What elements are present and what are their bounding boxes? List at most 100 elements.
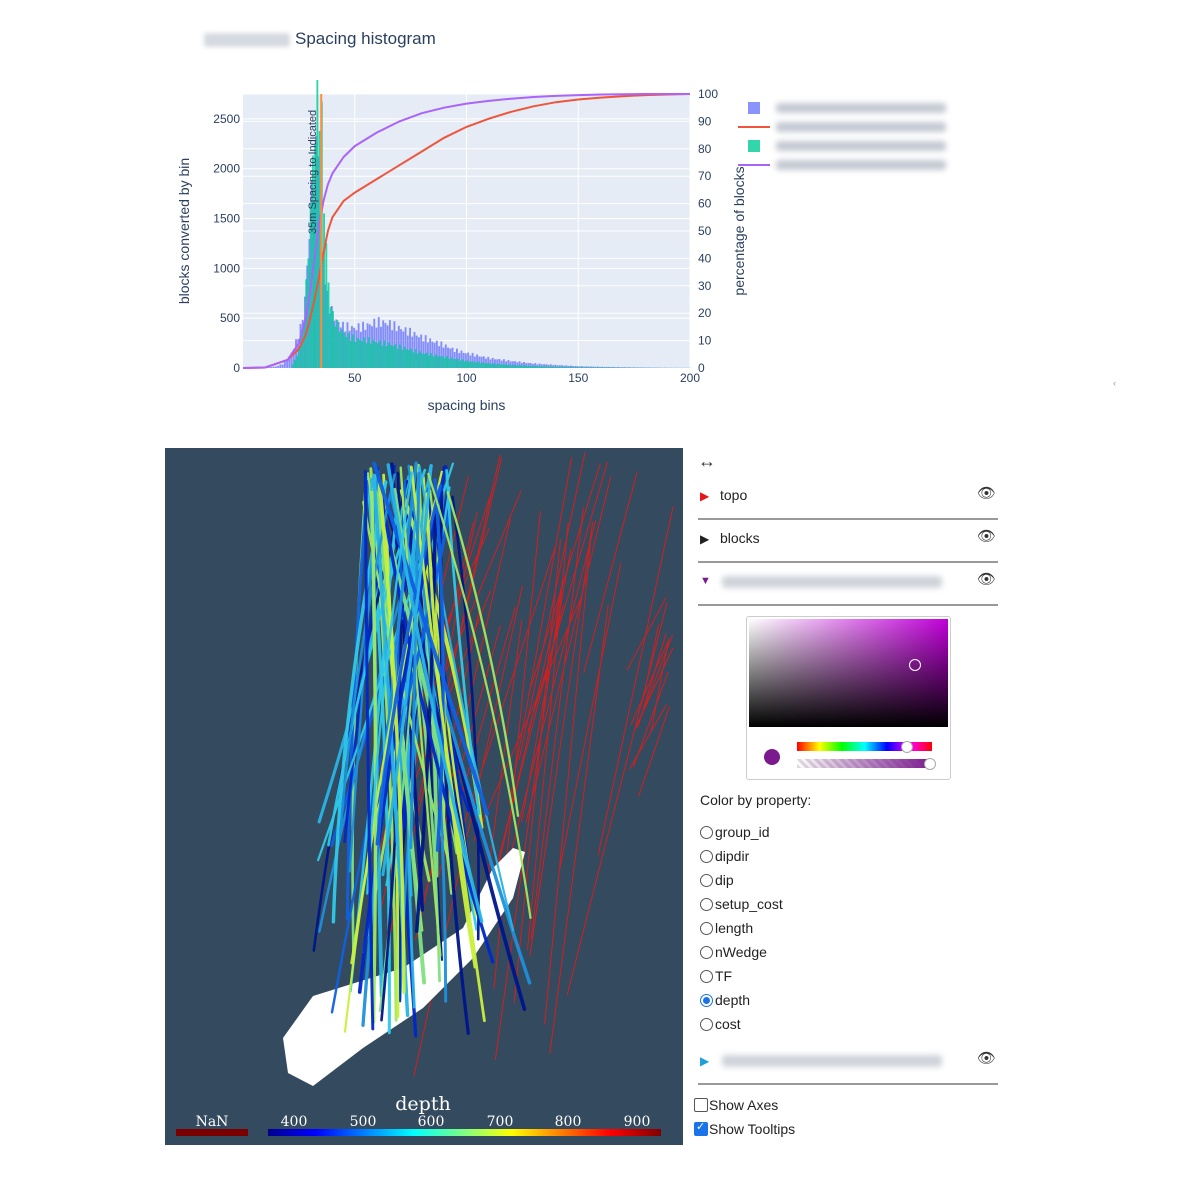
radio-dip[interactable]: dip — [700, 869, 734, 891]
checkbox[interactable] — [694, 1098, 708, 1112]
layer-holes-2[interactable]: ▶ 👁 — [698, 1041, 998, 1085]
radio-button[interactable] — [700, 873, 713, 887]
histogram-bar — [382, 320, 385, 368]
checkbox-checked[interactable] — [694, 1120, 708, 1136]
histogram-bar — [516, 362, 519, 368]
histogram-bar — [409, 327, 411, 368]
histogram-bar — [414, 349, 417, 368]
y-tick-label: 1000 — [213, 261, 240, 275]
show-tooltips-toggle[interactable]: Show Tooltips — [694, 1118, 795, 1140]
histogram-bar — [294, 359, 296, 368]
hue-slider[interactable] — [797, 741, 932, 753]
histogram-bar — [543, 364, 546, 368]
histogram-bar — [517, 365, 520, 368]
histogram-bar — [473, 356, 476, 368]
histogram-bar — [334, 326, 337, 368]
legend-item-series-4[interactable] — [738, 155, 994, 174]
show-axes-toggle[interactable]: Show Axes — [694, 1094, 778, 1116]
y-tick-label: 2000 — [213, 162, 240, 176]
radio-group-id[interactable]: group_id — [700, 821, 770, 843]
radio-button[interactable] — [700, 897, 713, 911]
spacing-histogram-chart[interactable]: 35m Spacing to Indicated0500100015002000… — [160, 80, 760, 425]
histogram-bar — [374, 341, 377, 368]
histogram-bar — [569, 365, 572, 368]
histogram-bar — [387, 342, 390, 368]
sv-knob[interactable] — [909, 659, 921, 671]
histogram-bar — [593, 367, 596, 368]
histogram-bar — [441, 355, 444, 368]
radio-cost[interactable]: cost — [700, 1013, 741, 1035]
histogram-bar — [423, 353, 426, 368]
eye-icon[interactable]: 👁 — [976, 485, 996, 502]
radio-length[interactable]: length — [700, 917, 753, 939]
saturation-value-area[interactable] — [749, 619, 948, 727]
resize-handle-icon[interactable]: ‹ — [1113, 378, 1116, 388]
radio-tf[interactable]: TF — [700, 965, 732, 987]
histogram-bar — [532, 363, 534, 368]
topo-contour-line — [525, 476, 612, 823]
histogram-bar — [361, 341, 364, 368]
drill-hole-trace — [372, 461, 490, 816]
colorbar-tick-label: 600 — [418, 1114, 445, 1130]
radio-button[interactable] — [700, 825, 713, 839]
radio-depth[interactable]: depth — [700, 989, 750, 1011]
histogram-bar — [356, 337, 359, 368]
expand-triangle-icon[interactable]: ▶ — [700, 532, 710, 546]
eye-icon[interactable]: 👁 — [976, 571, 996, 588]
collapse-triangle-icon[interactable]: ▼ — [700, 575, 711, 587]
alpha-slider[interactable] — [797, 758, 936, 770]
radio-nwedge[interactable]: nWedge — [700, 941, 767, 963]
histogram-bar — [528, 365, 531, 368]
histogram-bar — [485, 358, 487, 368]
histogram-bar — [367, 337, 370, 368]
layer-topo[interactable]: ▶ topo 👁 — [698, 476, 998, 520]
expand-triangle-icon[interactable]: ▶ — [700, 1054, 710, 1068]
legend-item-series-2[interactable] — [738, 117, 994, 136]
histogram-bar — [311, 155, 314, 368]
color-picker[interactable] — [746, 616, 951, 780]
histogram-bar — [514, 361, 517, 368]
layer-blocks[interactable]: ▶ blocks 👁 — [698, 519, 998, 563]
histogram-bar — [392, 346, 395, 368]
histogram-bar — [372, 339, 375, 368]
histogram-bar — [328, 313, 331, 368]
y2-tick-label: 100 — [698, 87, 718, 101]
alpha-knob[interactable] — [924, 758, 936, 770]
histogram-bar — [639, 367, 642, 368]
histogram-bar — [381, 345, 384, 368]
move-icon[interactable]: ↔ — [698, 451, 716, 471]
layer-holes-1[interactable]: ▼ 👁 — [698, 562, 998, 606]
radio-setup-cost[interactable]: setup_cost — [700, 893, 783, 915]
radio-button[interactable] — [700, 1017, 713, 1031]
3d-viewport[interactable]: depth NaN 400 500 600 700 800 900 — [163, 448, 683, 1145]
histogram-bar — [291, 364, 294, 368]
y-axis-label: blocks converted by bin — [176, 158, 192, 304]
histogram-bar — [637, 367, 639, 368]
radio-button-selected[interactable] — [700, 993, 713, 1007]
legend-item-series-3[interactable] — [744, 136, 994, 155]
histogram-bar — [403, 346, 406, 368]
radio-button[interactable] — [700, 849, 713, 863]
legend-item-series-1[interactable] — [744, 98, 994, 117]
y-tick-label: 2500 — [213, 112, 240, 126]
layer-name: topo — [720, 487, 748, 503]
radio-button[interactable] — [700, 969, 713, 983]
histogram-bar — [459, 360, 462, 368]
hue-knob[interactable] — [901, 741, 913, 753]
histogram-bar — [365, 343, 368, 368]
histogram-bar — [470, 361, 473, 368]
radio-button[interactable] — [700, 945, 713, 959]
radio-dipdir[interactable]: dipdir — [700, 845, 749, 867]
histogram-bar — [538, 363, 541, 368]
histogram-bar — [508, 364, 511, 368]
expand-triangle-icon[interactable]: ▶ — [700, 489, 710, 503]
chart-legend[interactable] — [738, 98, 994, 174]
eye-icon[interactable]: 👁 — [976, 1050, 996, 1067]
eye-icon[interactable]: 👁 — [976, 528, 996, 545]
histogram-bar — [461, 359, 464, 368]
histogram-bar — [479, 363, 482, 368]
histogram-bar — [429, 338, 432, 368]
histogram-bar — [312, 201, 315, 368]
y-tick-label: 1500 — [213, 212, 240, 226]
radio-button[interactable] — [700, 921, 713, 935]
